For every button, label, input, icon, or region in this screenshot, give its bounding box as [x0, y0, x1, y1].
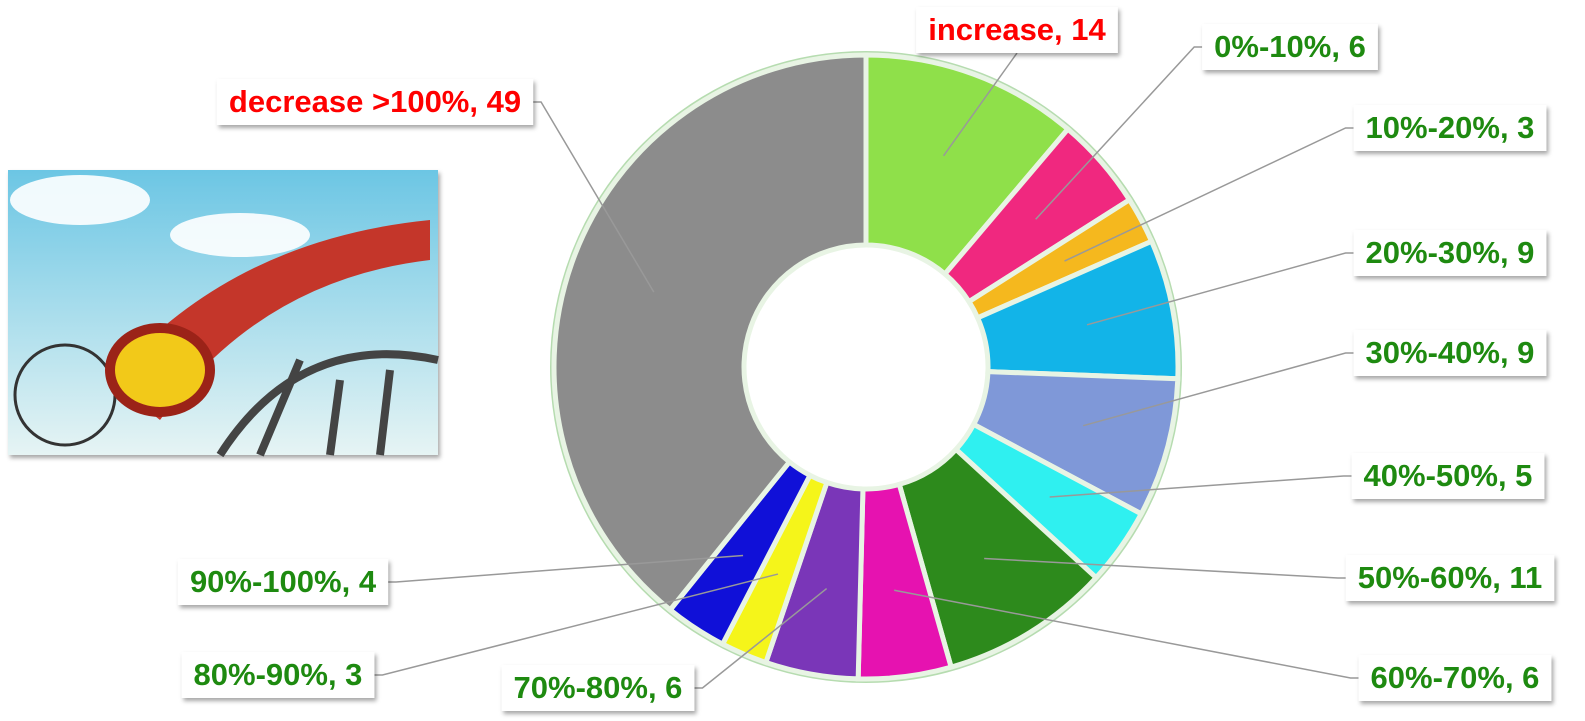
data-label: decrease >100%, 49	[229, 84, 521, 119]
leader-line	[388, 554, 744, 583]
leader-line	[533, 101, 655, 293]
label-box	[1345, 555, 1555, 601]
data-label: 0%-10%, 6	[1214, 29, 1366, 64]
leader-line	[984, 557, 1346, 579]
label-box	[916, 7, 1118, 53]
illustration	[8, 170, 439, 458]
leader-line	[694, 587, 828, 689]
data-label: increase, 14	[928, 12, 1106, 47]
data-label: 70%-80%, 6	[514, 670, 683, 705]
leader-line	[942, 52, 1018, 157]
label-box	[216, 79, 534, 125]
label-box	[1358, 655, 1552, 701]
leader-line	[1086, 252, 1354, 326]
data-label: 20%-30%, 9	[1366, 235, 1535, 270]
leader-line	[1049, 475, 1352, 498]
leader-line	[1035, 46, 1203, 220]
label-box	[1353, 105, 1547, 151]
label-box	[1202, 24, 1378, 70]
data-label: 60%-70%, 6	[1371, 660, 1540, 695]
slice	[551, 52, 869, 614]
data-label: 50%-60%, 11	[1358, 560, 1542, 595]
data-label: 80%-90%, 3	[194, 657, 363, 692]
leader-line	[894, 589, 1359, 679]
label-box	[181, 652, 375, 698]
leader-line	[374, 573, 779, 676]
label-box	[1351, 453, 1545, 499]
leader-line	[1064, 127, 1354, 262]
data-label: 30%-40%, 9	[1366, 335, 1535, 370]
label-box	[177, 559, 389, 605]
slice	[863, 52, 1072, 278]
data-label: 40%-50%, 5	[1364, 458, 1533, 493]
data-label: 90%-100%, 4	[190, 564, 377, 599]
label-box	[1353, 330, 1547, 376]
label-box	[1353, 230, 1547, 276]
leader-line	[1083, 352, 1354, 427]
label-box	[501, 665, 695, 711]
data-label: 10%-20%, 3	[1366, 110, 1535, 145]
